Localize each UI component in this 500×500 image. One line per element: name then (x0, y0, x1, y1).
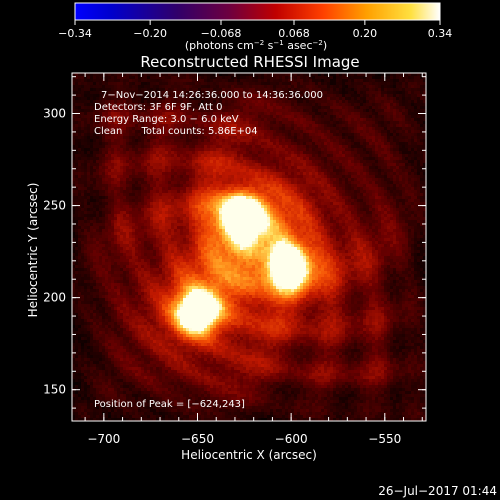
colorbar-tick-label: 0.34 (428, 27, 453, 40)
y-axis-label: Heliocentric Y (arcsec) (26, 183, 40, 318)
footer-date: 26−Jul−2017 01:44 (378, 484, 497, 498)
colorbar-tick-label: 0.20 (353, 27, 378, 40)
x-axis-label: Heliocentric X (arcsec) (181, 448, 317, 462)
colorbar-tick-label: 0.068 (278, 27, 310, 40)
y-tick-label: 300 (43, 107, 66, 121)
colorbar-ticks: −0.34 −0.20 −0.068 0.068 0.20 0.34 (58, 20, 452, 40)
x-tick-label: −550 (368, 432, 401, 446)
colorbar-units: (photons cm−2 s−1 asec−2) (185, 39, 327, 52)
y-axis: 150 200 250 300 (43, 76, 426, 409)
y-tick-label: 150 (43, 383, 66, 397)
y-tick-label: 200 (43, 291, 66, 305)
peak-position-label: Position of Peak = [−624,243] (94, 399, 245, 410)
annotation-energy-range: Energy Range: 3.0 − 6.0 keV (94, 114, 239, 125)
colorbar-tick-label: −0.068 (201, 27, 242, 40)
colorbar (74, 2, 441, 21)
x-tick-label: −600 (275, 432, 308, 446)
colorbar-tick-label: −0.20 (133, 27, 167, 40)
plot-frame (71, 72, 427, 422)
x-tick-label: −700 (87, 432, 120, 446)
x-tick-label: −650 (181, 432, 214, 446)
x-axis: −700 −650 −600 −550 (84, 73, 423, 446)
annotation-total-counts: Clean Total counts: 5.86E+04 (94, 126, 258, 137)
chart-title: Reconstructed RHESSI Image (140, 53, 359, 71)
colorbar-tick-label: −0.34 (58, 27, 92, 40)
annotation-time-range: 7−Nov−2014 14:26:36.000 to 14:36:36.000 (101, 90, 323, 101)
y-tick-label: 250 (43, 199, 66, 213)
heatmap-image (72, 73, 426, 421)
annotation-detectors: Detectors: 3F 6F 9F, Att 0 (94, 102, 222, 113)
